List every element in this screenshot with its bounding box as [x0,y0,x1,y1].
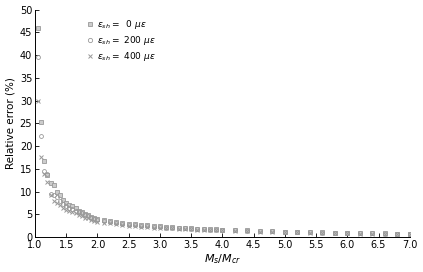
$\varepsilon_{sh}=$ 400 $\mu\varepsilon$ [332,231,338,235]
Line: $\varepsilon_{sh}=$ 400 $\mu\varepsilon$: $\varepsilon_{sh}=$ 400 $\mu\varepsilon$ [36,99,412,236]
$\varepsilon_{sh}=$ 200 $\mu\varepsilon$ [395,232,400,236]
$\varepsilon_{sh}=$ 400 $\mu\varepsilon$ [76,213,81,217]
$\varepsilon_{sh}=$ 400 $\mu\varepsilon$ [54,201,59,205]
$\varepsilon_{sh}=$ 200 $\mu\varepsilon$ [407,233,412,236]
$\varepsilon_{sh}=\;$ 0 $\mu\varepsilon$ [76,209,81,212]
$\varepsilon_{sh}=\;$ 0 $\mu\varepsilon$ [332,231,338,234]
$\varepsilon_{sh}=$ 200 $\mu\varepsilon$ [101,220,106,223]
$\varepsilon_{sh}=$ 200 $\mu\varepsilon$ [332,231,338,234]
$\varepsilon_{sh}=$ 200 $\mu\varepsilon$ [54,195,59,199]
$\varepsilon_{sh}=\;$ 0 $\mu\varepsilon$ [407,232,412,236]
Line: $\varepsilon_{sh}=$ 200 $\mu\varepsilon$: $\varepsilon_{sh}=$ 200 $\mu\varepsilon$ [36,55,412,236]
$\varepsilon_{sh}=\;$ 0 $\mu\varepsilon$ [101,218,106,221]
$\varepsilon_{sh}=\;$ 0 $\mu\varepsilon$ [54,191,59,194]
$\varepsilon_{sh}=$ 200 $\mu\varepsilon$ [36,56,41,59]
Line: $\varepsilon_{sh}=\;$ 0 $\mu\varepsilon$: $\varepsilon_{sh}=\;$ 0 $\mu\varepsilon$ [36,26,412,236]
Y-axis label: Relative error (%): Relative error (%) [5,78,16,169]
$\varepsilon_{sh}=$ 400 $\mu\varepsilon$ [36,100,41,103]
X-axis label: $M_s/M_{cr}$: $M_s/M_{cr}$ [204,253,241,267]
$\varepsilon_{sh}=$ 200 $\mu\varepsilon$ [76,211,81,214]
$\varepsilon_{sh}=$ 400 $\mu\varepsilon$ [407,233,412,236]
$\varepsilon_{sh}=$ 400 $\mu\varepsilon$ [395,233,400,236]
Legend: $\varepsilon_{sh}=\;$ 0 $\mu\varepsilon$, $\varepsilon_{sh}=$ 200 $\mu\varepsilo: $\varepsilon_{sh}=\;$ 0 $\mu\varepsilon$… [85,16,157,65]
$\varepsilon_{sh}=\;$ 0 $\mu\varepsilon$ [36,26,41,29]
$\varepsilon_{sh}=\;$ 0 $\mu\varepsilon$ [395,232,400,235]
$\varepsilon_{sh}=$ 400 $\mu\varepsilon$ [67,209,72,212]
$\varepsilon_{sh}=$ 200 $\mu\varepsilon$ [67,206,72,209]
$\varepsilon_{sh}=\;$ 0 $\mu\varepsilon$ [67,203,72,206]
$\varepsilon_{sh}=$ 400 $\mu\varepsilon$ [101,221,106,224]
